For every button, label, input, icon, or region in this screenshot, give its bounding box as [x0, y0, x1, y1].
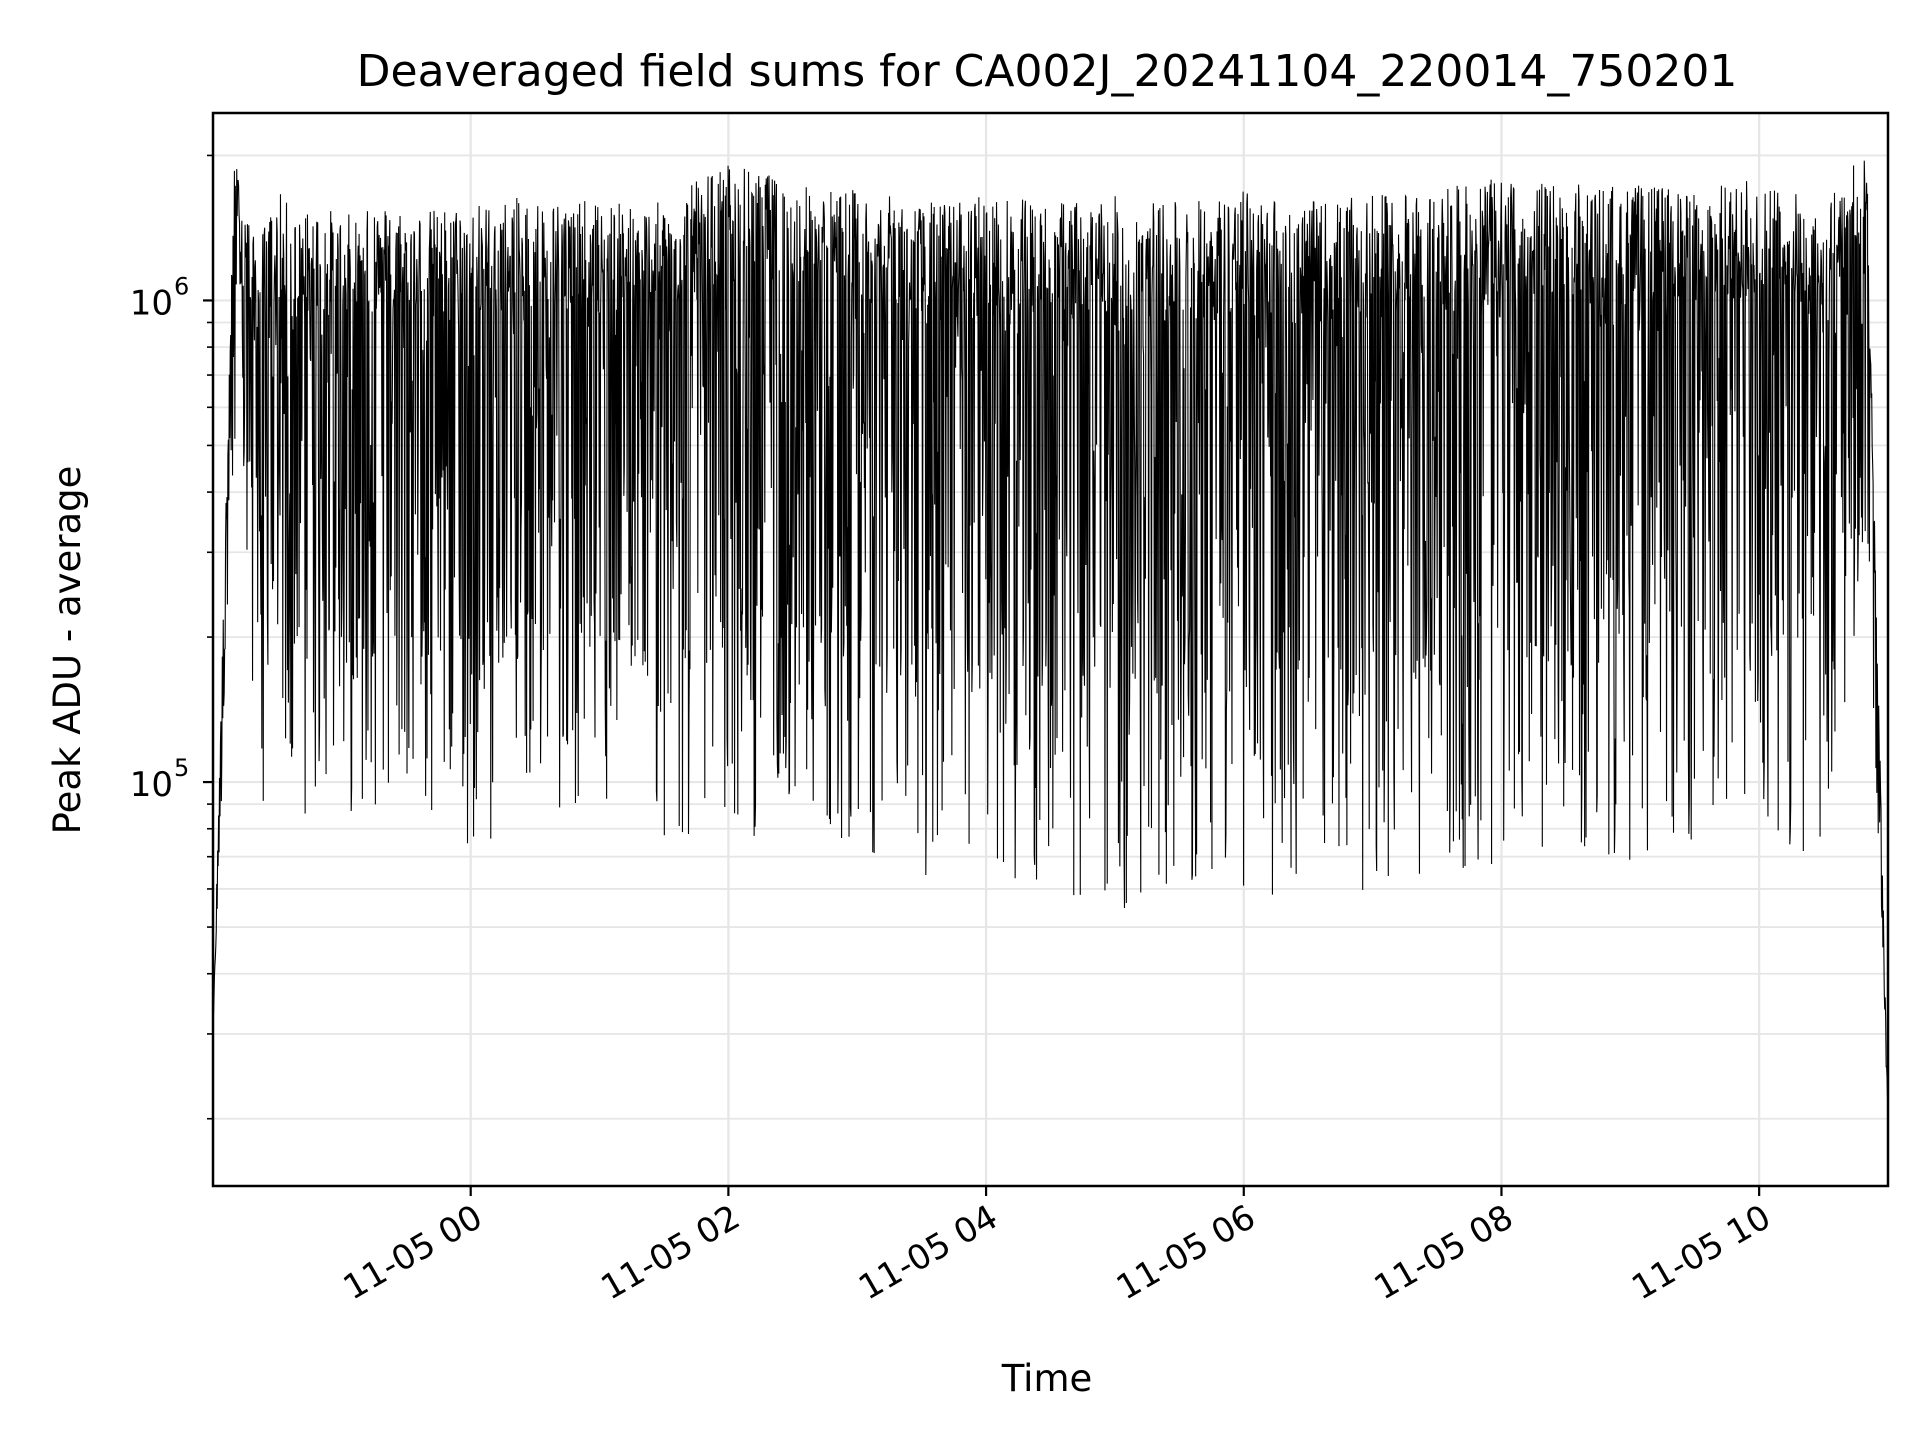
- y-tick-label: 10: [130, 765, 173, 805]
- series-line: [213, 160, 1888, 1119]
- y-axis-label: Peak ADU - average: [46, 466, 89, 835]
- y-tick-exponent: 5: [174, 754, 189, 782]
- data-layer: [213, 160, 1888, 1119]
- x-axis-label: Time: [1001, 1357, 1093, 1400]
- chart-title: Deaveraged field sums for CA002J_2024110…: [357, 46, 1738, 97]
- y-tick-exponent: 6: [174, 272, 189, 300]
- plot-frame: [211, 111, 1890, 1188]
- y-tick-label: 10: [130, 283, 173, 323]
